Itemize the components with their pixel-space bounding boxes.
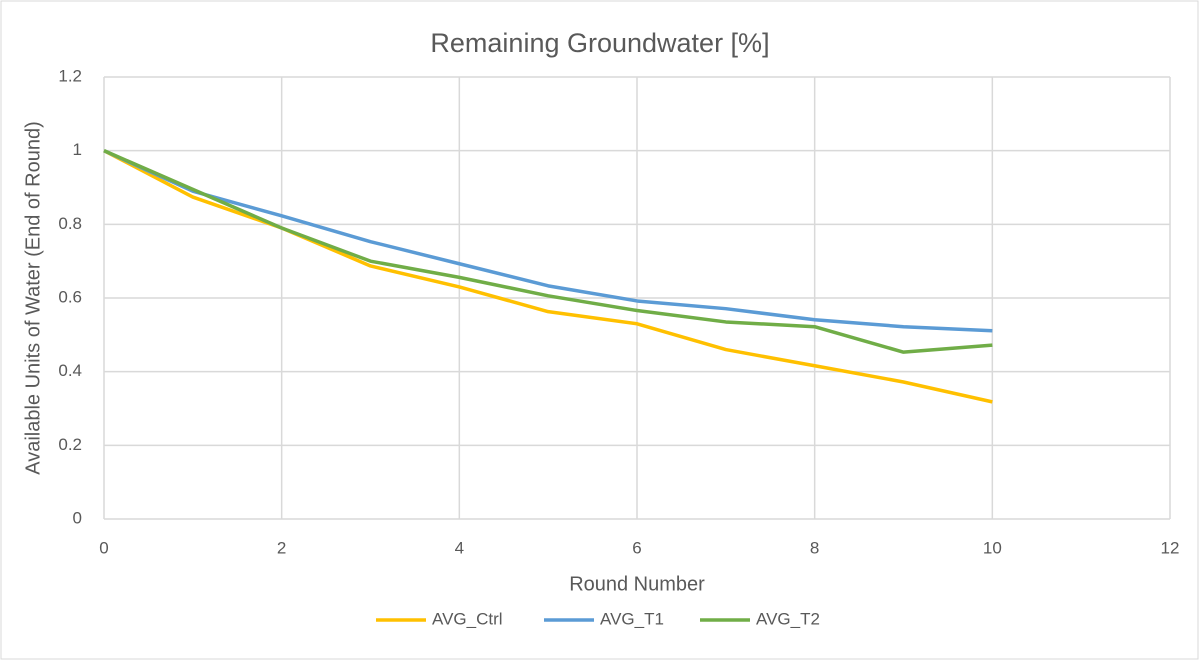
legend-label: AVG_T2 (756, 609, 820, 628)
data-line (103, 149, 993, 404)
x-tick-label: 8 (810, 538, 819, 557)
y-tick-label: 0.4 (58, 361, 82, 380)
x-tick-label: 6 (632, 538, 641, 557)
y-tick-label: 0 (73, 508, 82, 527)
x-axis-label: Round Number (569, 573, 705, 595)
x-tick-label: 4 (455, 538, 464, 557)
x-tick-label: 0 (99, 538, 108, 557)
data-line (103, 149, 993, 354)
y-tick-label: 1 (73, 140, 82, 159)
legend-label: AVG_Ctrl (432, 609, 503, 628)
y-tick-label: 0.8 (58, 214, 82, 233)
y-tick-label: 0.6 (58, 287, 82, 306)
y-tick-label: 1.2 (58, 66, 82, 85)
x-tick-label: 2 (277, 538, 286, 557)
chart-title: Remaining Groundwater [%] (430, 28, 769, 58)
x-tick-label: 10 (983, 538, 1002, 557)
y-tick-label: 0.2 (58, 435, 82, 454)
legend-label: AVG_T1 (600, 609, 664, 628)
data-line (103, 149, 993, 333)
y-axis-label: Available Units of Water (End of Round) (22, 121, 44, 475)
x-tick-label: 12 (1161, 538, 1180, 557)
